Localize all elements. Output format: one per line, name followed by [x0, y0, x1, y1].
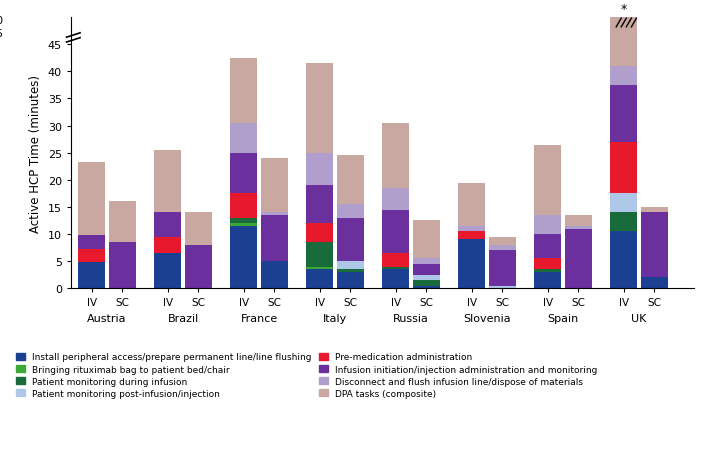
Bar: [535, 216, 561, 235]
Bar: [154, 237, 181, 253]
Bar: [337, 262, 364, 270]
Bar: [230, 59, 258, 124]
Bar: [382, 267, 409, 270]
Bar: [489, 251, 515, 286]
Text: 75: 75: [0, 29, 4, 39]
Bar: [413, 259, 440, 264]
Bar: [307, 153, 333, 186]
Bar: [610, 194, 637, 213]
Bar: [307, 224, 333, 243]
Bar: [261, 262, 287, 289]
Bar: [382, 210, 409, 253]
Bar: [230, 153, 258, 194]
Bar: [458, 240, 485, 289]
Bar: [565, 216, 592, 226]
Bar: [79, 262, 105, 289]
Text: Slovenia: Slovenia: [463, 313, 510, 323]
Bar: [337, 156, 364, 205]
Text: Brazil: Brazil: [168, 313, 199, 323]
Bar: [489, 286, 515, 289]
Bar: [307, 243, 333, 267]
Bar: [154, 151, 181, 213]
Bar: [307, 270, 333, 289]
Bar: [610, 232, 637, 289]
Bar: [535, 259, 561, 270]
Bar: [230, 224, 258, 226]
Bar: [413, 286, 440, 289]
Bar: [261, 216, 287, 262]
Bar: [610, 143, 637, 194]
Bar: [154, 213, 181, 237]
Bar: [230, 218, 258, 224]
Bar: [535, 145, 561, 216]
Bar: [413, 221, 440, 259]
Bar: [489, 245, 515, 251]
Text: 80: 80: [0, 16, 4, 26]
Bar: [79, 162, 105, 235]
Text: *: *: [621, 4, 627, 16]
Bar: [185, 213, 212, 245]
Bar: [413, 264, 440, 275]
Y-axis label: Active HCP Time (minutes): Active HCP Time (minutes): [29, 74, 42, 232]
Text: Russia: Russia: [393, 313, 429, 323]
Text: Spain: Spain: [547, 313, 578, 323]
Bar: [307, 267, 333, 270]
Text: France: France: [241, 313, 278, 323]
Bar: [641, 278, 668, 289]
Bar: [79, 235, 105, 249]
Bar: [565, 226, 592, 229]
Bar: [641, 213, 668, 278]
Bar: [337, 270, 364, 272]
Text: UK: UK: [632, 313, 646, 323]
Text: Italy: Italy: [323, 313, 347, 323]
Bar: [641, 207, 668, 213]
Bar: [337, 205, 364, 218]
Bar: [307, 186, 333, 224]
Bar: [610, 86, 637, 143]
Bar: [79, 249, 105, 262]
Bar: [382, 124, 409, 189]
Bar: [337, 218, 364, 262]
Bar: [154, 253, 181, 289]
Bar: [185, 245, 212, 289]
Bar: [565, 229, 592, 289]
Bar: [109, 243, 136, 289]
Bar: [610, 67, 637, 86]
Bar: [535, 272, 561, 289]
Bar: [109, 202, 136, 243]
Text: Austria: Austria: [87, 313, 127, 323]
Bar: [413, 281, 440, 286]
Bar: [230, 226, 258, 289]
Bar: [413, 275, 440, 281]
Bar: [535, 270, 561, 272]
Bar: [382, 253, 409, 267]
Bar: [261, 213, 287, 216]
Bar: [382, 189, 409, 210]
Bar: [610, 18, 637, 67]
Bar: [610, 213, 637, 232]
Bar: [489, 237, 515, 245]
Bar: [458, 232, 485, 240]
Bar: [230, 194, 258, 218]
Bar: [382, 270, 409, 289]
Legend: Install peripheral access/prepare permanent line/line flushing, Bringing rituxim: Install peripheral access/prepare perman…: [16, 353, 598, 398]
Bar: [458, 183, 485, 226]
Bar: [307, 64, 333, 153]
Bar: [535, 235, 561, 259]
Bar: [337, 272, 364, 289]
Bar: [458, 226, 485, 232]
Bar: [261, 159, 287, 213]
Bar: [230, 124, 258, 153]
